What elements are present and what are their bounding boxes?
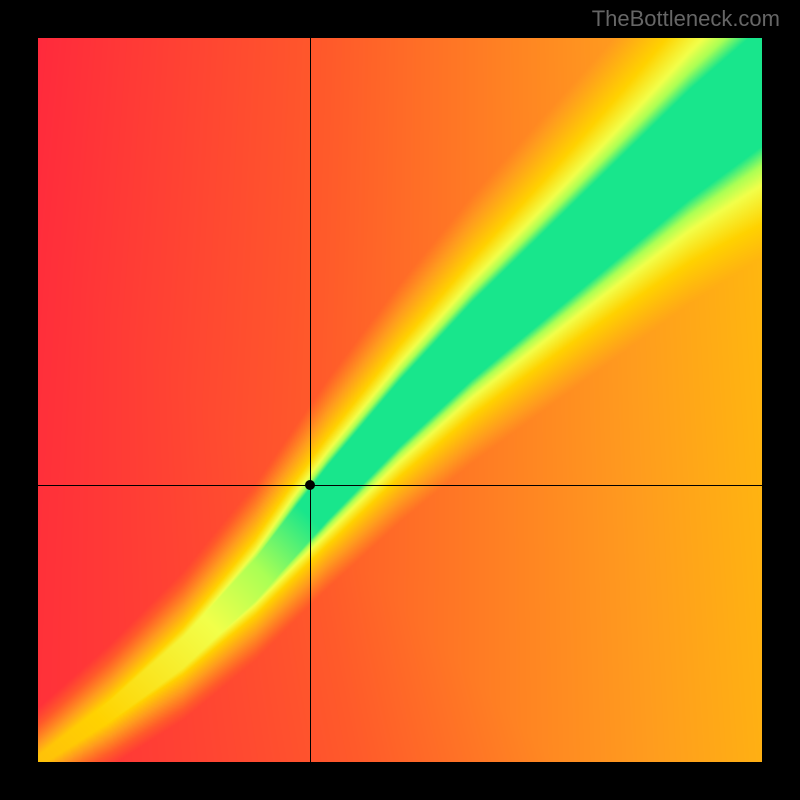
chart-container: TheBottleneck.com (0, 0, 800, 800)
crosshair-horizontal (38, 485, 762, 486)
heatmap-canvas (38, 38, 762, 762)
plot-area (38, 38, 762, 762)
watermark-label: TheBottleneck.com (592, 6, 780, 32)
crosshair-marker (305, 480, 315, 490)
crosshair-vertical (310, 38, 311, 762)
